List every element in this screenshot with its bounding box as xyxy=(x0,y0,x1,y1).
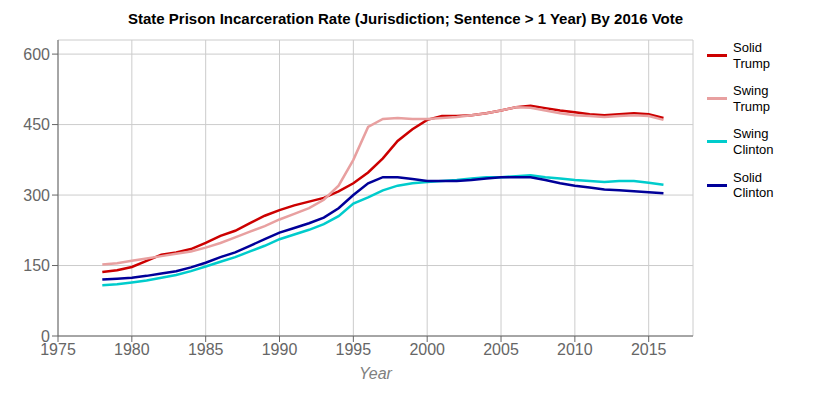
svg-text:0: 0 xyxy=(41,328,50,345)
svg-text:1980: 1980 xyxy=(114,341,150,358)
html-text:Solid Clinton: Solid Clinton xyxy=(733,169,774,201)
svg-text:2005: 2005 xyxy=(483,341,519,358)
svg-text:1975: 1975 xyxy=(40,341,76,359)
svg-text:2015: 2015 xyxy=(631,341,667,358)
svg-text:300: 300 xyxy=(23,187,50,204)
svg-text:150: 150 xyxy=(23,257,50,274)
html-text:Swing Trump: Swing Trump xyxy=(733,83,771,114)
html-text:State Prison Incarceration Rat: State Prison Incarceration Rate (Jurisdi… xyxy=(128,10,683,27)
svg-text:450: 450 xyxy=(23,116,50,133)
svg-text:1990: 1990 xyxy=(262,341,298,358)
svg-text:600: 600 xyxy=(23,46,50,63)
svg-text:2000: 2000 xyxy=(409,341,445,358)
svg-text:1995: 1995 xyxy=(336,341,372,358)
html-text:Solid Trump: Solid Trump xyxy=(733,40,771,71)
svg-text:2010: 2010 xyxy=(557,341,593,358)
svg-text:1985: 1985 xyxy=(188,341,224,358)
svg-text:Year: Year xyxy=(359,365,393,382)
html-text:Swing Clinton: Swing Clinton xyxy=(733,126,774,157)
